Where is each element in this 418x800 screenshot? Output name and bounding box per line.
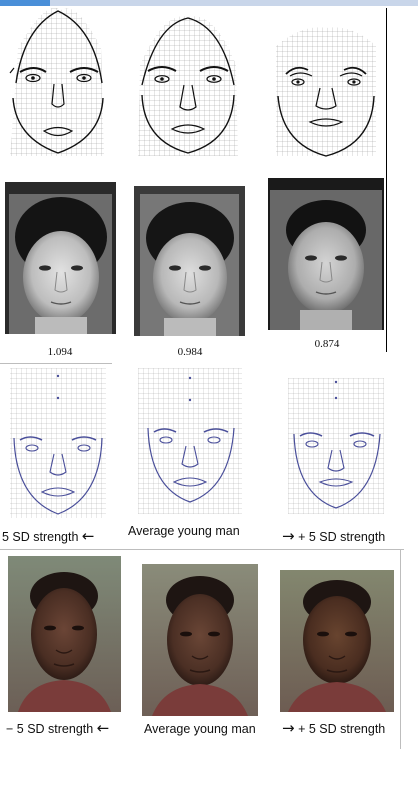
value-label-2: 0.984 [177, 346, 203, 358]
photo-child-3 [268, 178, 384, 330]
photo-child-2 [134, 186, 245, 336]
grid-face-4 [6, 368, 110, 520]
vertical-divider-bottom [400, 549, 401, 749]
caption-row5-left: − 5 SD strength ← [6, 719, 110, 737]
caption-row3-left-text: 5 SD strength [2, 530, 79, 544]
grid-face-2 [134, 15, 242, 158]
arrow-left-icon: ← [81, 527, 95, 545]
caption-row3-middle: Average young man [128, 524, 240, 538]
grid-face-5 [138, 368, 244, 514]
arrow-right-icon: → [282, 527, 295, 545]
caption-row3-right-text: + 5 SD strength [298, 530, 386, 544]
arrow-right-icon: → [282, 719, 295, 737]
top-bar [0, 0, 418, 6]
top-bar-tab [0, 0, 50, 6]
photo-man-1 [8, 556, 121, 712]
value-label-1: 1.094 [47, 346, 73, 358]
row-divider-2 [0, 549, 404, 550]
photo-man-3 [280, 570, 394, 712]
caption-row5-right: → + 5 SD strength [282, 719, 386, 737]
photo-child-1 [5, 182, 116, 334]
grid-face-3 [272, 26, 380, 158]
caption-row5-middle: Average young man [144, 722, 256, 736]
caption-row3-right: → + 5 SD strength [282, 527, 386, 545]
value-label-3: 0.874 [314, 338, 340, 350]
caption-row5-left-text: − 5 SD strength [6, 722, 94, 736]
grid-face-1 [6, 8, 111, 158]
arrow-left-icon: ← [96, 719, 110, 737]
caption-row5-right-text: + 5 SD strength [298, 722, 386, 736]
grid-face-6 [288, 378, 386, 514]
vertical-divider [386, 8, 387, 352]
caption-row3-left: 5 SD strength ← [2, 527, 95, 545]
row-divider-1 [0, 363, 112, 364]
photo-man-2 [142, 564, 258, 716]
